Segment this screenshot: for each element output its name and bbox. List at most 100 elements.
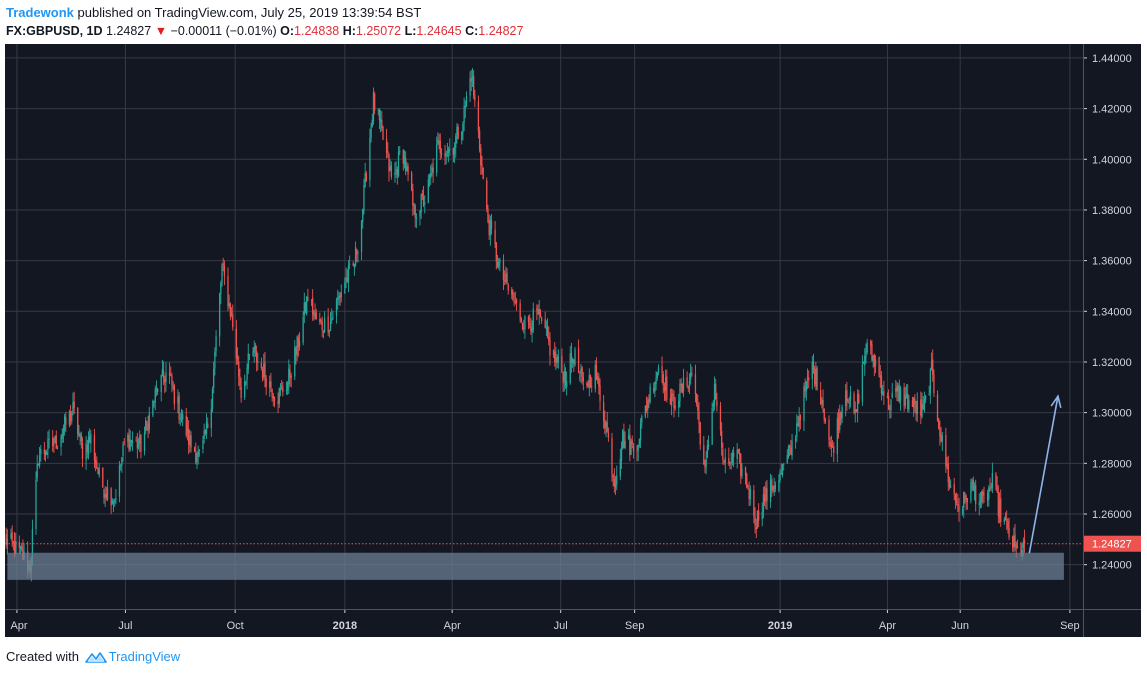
candle-body [118, 465, 121, 497]
candle-body [360, 220, 363, 252]
candle-body [791, 440, 793, 456]
candle-body [754, 516, 756, 526]
candle-body [306, 296, 308, 315]
candle-body [340, 292, 342, 298]
publish-info: Tradewonk published on TradingView.com, … [6, 4, 1141, 22]
candle-body [415, 217, 418, 219]
candle-body [821, 400, 823, 405]
symbol-info: FX:GBPUSD, 1D 1.24827 ▼ −0.00011 (−0.01%… [6, 22, 1141, 40]
candle-body [679, 383, 681, 402]
candle-body [780, 472, 782, 474]
candle-body [111, 500, 113, 505]
candle-body [562, 372, 564, 384]
candle-body [186, 427, 189, 434]
candle-body [197, 450, 199, 457]
candle-body [260, 362, 263, 369]
candle-body [803, 385, 805, 421]
candle-body [465, 96, 468, 107]
candle-body [395, 169, 397, 171]
candle-body [724, 457, 726, 463]
candle-body [554, 351, 556, 363]
candle-body [160, 375, 162, 392]
y-tick-label: 1.32000 [1092, 357, 1132, 369]
candle-body [748, 488, 750, 500]
candle-body [187, 428, 190, 445]
candle-body [399, 150, 401, 153]
candle-body [762, 494, 765, 513]
candle-body [514, 301, 517, 302]
candle-body [294, 347, 296, 377]
candle-body [712, 403, 714, 408]
y-tick-label: 1.26000 [1092, 509, 1132, 521]
candle-body [182, 414, 184, 420]
candle-body [139, 435, 141, 445]
candle-body [446, 151, 449, 153]
created-with-text: Created with [6, 649, 79, 664]
candle-body [582, 377, 585, 382]
low-label: L: [404, 24, 417, 38]
candle-body [891, 392, 893, 399]
close-value: 1.24827 [478, 24, 524, 38]
author-link[interactable]: Tradewonk [6, 5, 74, 20]
candlestick-chart[interactable]: 1.24000 1.26000 1.28000 1.30000 1.32000 1.340… [5, 44, 1141, 637]
candle-body [958, 506, 960, 512]
candle-body [282, 387, 284, 393]
tradingview-logo-icon [84, 652, 107, 663]
candle-body [73, 401, 75, 409]
candle-body [686, 377, 688, 386]
candle-body [513, 302, 515, 303]
candle-body [1007, 520, 1009, 529]
candle-body [756, 510, 759, 528]
candle-body [914, 398, 916, 405]
candle-body [263, 363, 265, 378]
x-tick-label: Apr [444, 620, 461, 632]
candle-body [963, 491, 965, 508]
candle-body [40, 448, 42, 455]
chart-area[interactable]: 1.24000 1.26000 1.28000 1.30000 1.32000 1.340… [5, 44, 1141, 637]
candle-body [238, 361, 240, 377]
candle-body [865, 350, 867, 358]
candle-body [853, 393, 855, 413]
candle-body [61, 433, 63, 439]
candle-body [135, 439, 137, 441]
candle-body [862, 363, 865, 364]
candle-body [704, 463, 706, 468]
candle-body [840, 411, 842, 420]
candle-body [938, 418, 940, 429]
candle-body [239, 376, 241, 386]
candle-body [544, 319, 546, 328]
candle-body [757, 510, 760, 521]
candle-body [706, 445, 709, 458]
candle-body [837, 416, 840, 431]
candle-body [923, 399, 926, 411]
tradingview-link[interactable]: TradingView [108, 649, 181, 664]
low-value: 1.24645 [416, 24, 462, 38]
candle-body [682, 377, 685, 392]
candle-body [895, 388, 897, 392]
candle-body [232, 314, 234, 328]
candle-body [699, 422, 701, 445]
candle-body [705, 459, 707, 467]
candle-body [980, 491, 983, 502]
candle-body [352, 263, 354, 266]
candle-body [215, 336, 217, 351]
candle-body [499, 259, 501, 264]
candle-body [279, 387, 282, 390]
candle-body [314, 310, 316, 312]
candle-body [121, 457, 123, 466]
candle-body [15, 540, 17, 554]
candle-body [930, 361, 933, 370]
candle-body [540, 317, 543, 321]
candle-body [973, 486, 976, 492]
candle-body [670, 394, 673, 407]
candle-body [920, 399, 922, 416]
candle-body [413, 204, 415, 206]
candle-body [820, 390, 822, 405]
candle-body [498, 262, 500, 267]
candle-body [6, 538, 9, 545]
candle-body [13, 541, 16, 556]
candle-body [289, 370, 291, 378]
candle-body [598, 377, 600, 387]
candle-body [146, 421, 148, 423]
candle-body [905, 393, 908, 395]
